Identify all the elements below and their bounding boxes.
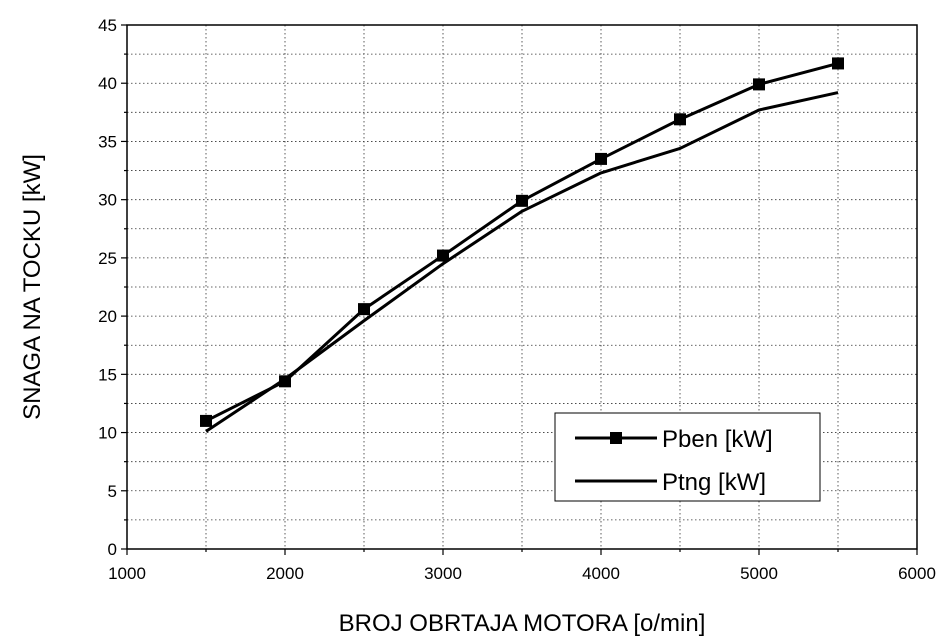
legend: Pben [kW] Ptng [kW] (554, 412, 821, 502)
data-point-square (832, 57, 844, 70)
y-tick-label: 35 (98, 132, 117, 151)
data-point-square (200, 414, 212, 427)
legend-label-pben: Pben [kW] (662, 426, 773, 453)
data-point-square (358, 303, 370, 316)
legend-box (554, 412, 821, 502)
x-tick-label: 3000 (424, 564, 462, 583)
x-axis-title: BROJ OBRTAJA MOTORA [o/min] (339, 610, 706, 636)
legend-marker-square (610, 432, 622, 444)
legend-label-ptng: Ptng [kW] (662, 469, 766, 496)
y-tick-label: 30 (98, 191, 117, 210)
y-tick-label: 25 (98, 249, 117, 268)
y-axis-title: SNAGA NA TOCKU [kW] (19, 154, 46, 420)
y-tick-label: 10 (98, 424, 117, 443)
series-layer (200, 57, 844, 433)
y-tick-label: 15 (98, 365, 117, 384)
y-tick-label: 0 (108, 540, 117, 559)
data-point-square (437, 249, 449, 262)
axis-ticks: 1000 2000 3000 4000 5000 6000 0 5 10 15 20 25 30 35 40… (98, 16, 936, 583)
x-tick-label: 5000 (740, 564, 778, 583)
x-tick-label: 4000 (582, 564, 620, 583)
data-point-square (595, 152, 607, 165)
x-tick-label: 1000 (108, 564, 146, 583)
y-tick-label: 40 (98, 74, 117, 93)
y-tick-label: 5 (108, 482, 117, 501)
data-point-square (516, 194, 528, 207)
data-point-square (674, 113, 686, 126)
y-tick-label: 20 (98, 307, 117, 326)
y-tick-label: 45 (98, 16, 117, 35)
data-point-square (753, 78, 765, 91)
x-tick-label: 2000 (266, 564, 304, 583)
series-line-ptng (205, 91, 839, 433)
x-tick-label: 6000 (898, 564, 936, 583)
